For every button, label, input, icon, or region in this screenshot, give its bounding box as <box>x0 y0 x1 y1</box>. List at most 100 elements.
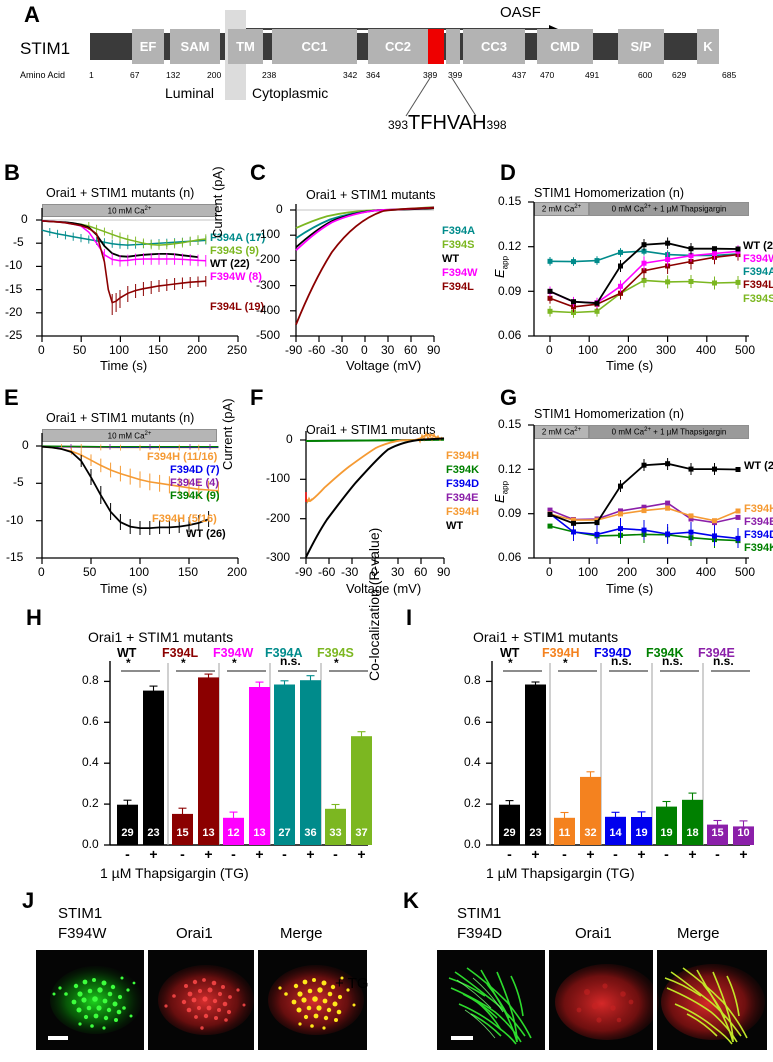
panel-c-xtick-1: -60 <box>308 343 326 357</box>
panel-i-tg-3: + <box>586 846 595 862</box>
panel-d-legend-f394s: F394S (15) <box>743 293 773 305</box>
panel-c-legend-f394a: F394A <box>442 225 476 237</box>
domain-cc3: CC3 <box>463 29 525 64</box>
panel-e-ca-band-label: 10 mM Ca2+ <box>107 430 152 441</box>
panel-h-n-7: 36 <box>304 827 317 839</box>
residue-200: 200 <box>207 70 222 80</box>
panel-c-xtick-2: -30 <box>331 343 349 357</box>
panel-b-legend-wt: WT (22) <box>210 258 250 270</box>
panel-h-ytick-3: 0.2 <box>82 796 99 810</box>
panel-g-ytick-0: 0.15 <box>498 417 522 431</box>
panel-h-tg-3: + <box>204 846 213 862</box>
panel-e-xtick-3: 150 <box>178 565 199 579</box>
panel-h-n-4: 12 <box>227 827 240 839</box>
panel-h-xlabel: 1 µM Thapsigargin (TG) <box>100 865 249 881</box>
panel-i-n-6: 19 <box>660 827 673 839</box>
motif-start-residue: 393 <box>388 118 409 132</box>
panel-b-ytick-2: -10 <box>5 258 23 272</box>
panel-f-ylabel: Current (pA) <box>220 398 235 470</box>
panel-i-n-8: 15 <box>711 827 724 839</box>
panel-c-xtick-4: 30 <box>381 343 395 357</box>
panel-e-xtick-4: 200 <box>227 565 248 579</box>
panel-c-letter: C <box>250 160 266 185</box>
domain-ef: EF <box>132 29 164 64</box>
panel-i-n-5: 19 <box>635 827 648 839</box>
panel-h-sig-f394l: * <box>181 656 186 670</box>
panel-h-ytick-2: 0.4 <box>82 755 99 769</box>
panel-i-ytick-0: 0.8 <box>464 673 481 687</box>
panel-f-legend-f394e: F394E <box>446 492 479 504</box>
panel-h-tg-6: - <box>282 846 287 862</box>
panel-b-ytick-0: 0 <box>21 212 28 226</box>
panel-f: F Orai1 + STIM1 mutants Current (pA) Vol… <box>220 385 498 600</box>
panel-d-canvas <box>528 201 749 342</box>
panel-d-title: STIM1 Homomerization (n) <box>534 186 685 200</box>
panel-i-n-9: 10 <box>737 827 750 839</box>
panel-k-letter: K <box>403 888 419 913</box>
panel-c-legend-f394l: F394L <box>442 281 474 293</box>
panel-d-legend-wt: WT (23) <box>743 240 773 252</box>
panel-f-legend-f394h: F394H <box>446 506 480 518</box>
panel-g-legend-f394k: F394K (8) <box>744 542 773 554</box>
panel-g-legend-f394e: F394E (7) <box>744 516 773 528</box>
panel-i-canvas <box>486 661 754 846</box>
panel-h-group-f394a: F394A <box>265 646 303 660</box>
panel-h-n-5: 13 <box>253 827 266 839</box>
panel-k-channel2-label: Orai1 <box>575 925 612 942</box>
panel-i-group-wt: WT <box>500 646 520 660</box>
panel-j-merge-label: Merge <box>280 925 323 942</box>
panel-f-legend-f394h-top: F394H <box>446 450 480 462</box>
panel-f-legend-f394d: F394D <box>446 478 480 490</box>
panel-d-ytick-2: 0.09 <box>498 284 522 298</box>
panel-h-tg-8: - <box>333 846 338 862</box>
panel-d-ytick-0: 0.15 <box>498 194 522 208</box>
panel-f-canvas <box>300 430 445 564</box>
panel-k-micrographs <box>437 950 767 1050</box>
panel-f-xtick-6: 90 <box>437 565 451 579</box>
panel-i-sig-f394d: n.s. <box>611 654 632 668</box>
panel-d-xtick-1: 100 <box>578 343 599 357</box>
panel-b-title: Orai1 + STIM1 mutants (n) <box>46 186 195 200</box>
panel-g-ytick-1: 0.12 <box>498 462 522 476</box>
oasf-label: OASF <box>500 4 541 21</box>
panel-g-band-tg: 0 mM Ca2+ + 1 µM Thapsigargin <box>589 425 749 439</box>
panel-d-band-ca: 2 mM Ca2+ <box>534 202 589 216</box>
panel-i-tg-0: - <box>507 846 512 862</box>
panel-g-ytick-3: 0.06 <box>498 550 522 564</box>
panel-h: H Orai1 + STIM1 mutants Co-localization … <box>0 605 390 881</box>
panel-h-n-0: 29 <box>121 827 134 839</box>
domain-sam: SAM <box>170 29 220 64</box>
panel-i-title: Orai1 + STIM1 mutants <box>473 629 619 645</box>
panel-f-xtick-2: -30 <box>341 565 359 579</box>
panel-h-tg-0: - <box>125 846 130 862</box>
residue-132: 132 <box>166 70 181 80</box>
panel-f-xtick-4: 30 <box>391 565 405 579</box>
panel-k-channel1-line1: STIM1 <box>457 905 502 922</box>
panel-e-legend-wt: WT (26) <box>186 528 226 540</box>
panel-h-letter: H <box>26 605 42 630</box>
panel-j-channel2-label: Orai1 <box>176 925 213 942</box>
panel-h-tg-7: + <box>306 846 315 862</box>
panel-g-xtick-0: 0 <box>546 565 553 579</box>
panel-i-sig-wt: * <box>508 656 513 670</box>
panel-f-letter: F <box>250 385 264 410</box>
panel-g-letter: G <box>500 385 518 410</box>
panel-e: E Orai1 + STIM1 mutants (n) Current Dens… <box>0 385 262 600</box>
panel-b-xtick-5: 250 <box>227 343 248 357</box>
panel-i-n-3: 32 <box>584 827 597 839</box>
panel-f-ytick-0: 0 <box>286 432 293 446</box>
panel-i-tg-6: - <box>664 846 669 862</box>
protein-name: STIM1 <box>20 39 71 58</box>
panel-a-letter: A <box>24 2 40 27</box>
residue-470: 470 <box>540 70 555 80</box>
panel-e-xlabel: Time (s) <box>100 581 148 596</box>
panel-h-tg-5: + <box>255 846 264 862</box>
panel-g-legend-f394h: F394H (12) <box>744 503 773 515</box>
panel-i-tg-7: + <box>688 846 697 862</box>
panel-e-title: Orai1 + STIM1 mutants (n) <box>46 411 195 425</box>
panel-g-legend-f394d: F394D (9) <box>744 529 773 541</box>
panel-d-ytick-1: 0.12 <box>498 239 522 253</box>
panel-h-group-wt: WT <box>117 646 137 660</box>
panel-g-legend-wt: WT (23) <box>744 460 773 472</box>
panel-b-xtick-4: 200 <box>187 343 208 357</box>
